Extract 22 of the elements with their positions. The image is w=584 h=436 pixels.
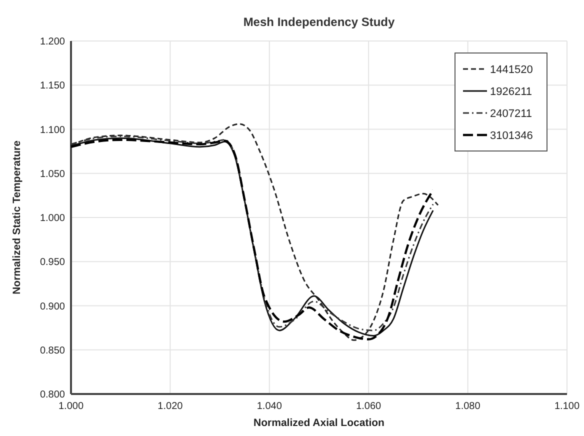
legend-label: 1926211	[490, 86, 532, 98]
x-axis-title: Normalized Axial Location	[254, 417, 384, 429]
y-tick-label: 0.850	[40, 345, 66, 356]
y-tick-label: 0.950	[40, 257, 66, 268]
y-tick-label: 1.200	[40, 36, 66, 48]
x-tick-label: 1.020	[158, 401, 184, 412]
x-tick-label: 1.080	[455, 401, 481, 412]
y-axis-title: Normalized Static Temperature	[11, 140, 23, 294]
legend-label: 1441520	[490, 64, 533, 76]
x-tick-label: 1.060	[356, 401, 382, 412]
y-tick-label: 0.900	[40, 301, 66, 312]
x-tick-label: 1.000	[58, 401, 84, 412]
x-tick-label: 1.040	[256, 401, 282, 412]
chart-title: Mesh Independency Study	[243, 15, 396, 29]
legend-label: 2407211	[490, 108, 532, 120]
y-tick-label: 1.150	[40, 80, 66, 92]
y-tick-label: 1.000	[40, 213, 66, 224]
x-tick-label: 1.100	[554, 401, 580, 412]
y-tick-label: 1.100	[40, 124, 66, 136]
y-tick-label: 0.800	[40, 390, 66, 400]
legend-label: 3101346	[490, 130, 533, 142]
y-tick-label: 1.050	[40, 168, 66, 180]
